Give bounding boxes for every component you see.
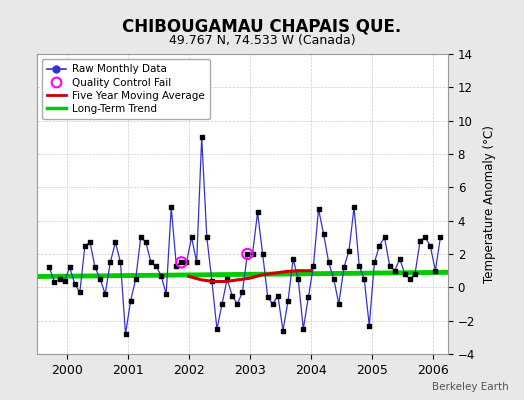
Point [81,242,89,249]
Point [299,326,308,332]
Point [284,298,292,304]
Point [406,276,414,282]
Point [345,248,353,254]
Point [198,134,206,140]
Point [243,251,252,257]
Point [213,326,221,332]
Point [162,291,170,297]
Point [238,289,246,296]
Point [411,271,419,277]
Point [147,259,155,266]
Point [416,238,424,244]
Point [172,262,181,269]
Point [243,251,252,257]
Point [386,262,394,269]
Point [380,234,389,240]
Point [208,278,216,284]
Point [390,268,399,274]
Point [137,234,145,240]
Point [116,259,125,266]
Point [203,234,211,240]
Point [228,292,236,299]
Point [86,239,94,246]
Point [314,206,323,212]
Point [258,251,267,257]
Point [304,294,312,300]
Point [218,301,226,307]
Point [335,301,343,307]
Point [75,289,84,296]
Point [370,259,379,266]
Point [340,264,348,270]
Point [157,272,165,279]
Point [396,256,404,262]
Point [91,264,99,270]
Point [223,276,231,282]
Point [279,328,287,334]
Point [152,262,160,269]
Y-axis label: Temperature Anomaly (°C): Temperature Anomaly (°C) [484,125,496,283]
Point [426,242,434,249]
Text: Berkeley Earth: Berkeley Earth [432,382,508,392]
Point [355,262,363,269]
Point [264,294,272,300]
Text: 49.767 N, 74.533 W (Canada): 49.767 N, 74.533 W (Canada) [169,34,355,47]
Point [375,242,384,249]
Point [141,239,150,246]
Point [431,268,440,274]
Point [294,276,302,282]
Point [330,276,338,282]
Point [182,259,191,266]
Legend: Raw Monthly Data, Quality Control Fail, Five Year Moving Average, Long-Term Tren: Raw Monthly Data, Quality Control Fail, … [42,59,210,119]
Point [436,234,444,240]
Point [192,259,201,266]
Point [106,259,114,266]
Point [360,276,368,282]
Point [274,292,282,299]
Point [254,209,262,216]
Point [269,301,277,307]
Point [421,234,429,240]
Point [233,301,242,307]
Point [248,251,257,257]
Point [320,231,328,237]
Point [96,276,104,282]
Point [289,256,297,262]
Point [101,291,110,297]
Point [66,264,74,270]
Text: CHIBOUGAMAU CHAPAIS QUE.: CHIBOUGAMAU CHAPAIS QUE. [123,18,401,36]
Point [188,234,196,240]
Point [56,276,64,282]
Point [324,259,333,266]
Point [309,262,318,269]
Point [177,259,185,266]
Point [365,322,374,329]
Point [71,281,79,287]
Point [45,264,53,270]
Point [122,331,130,337]
Point [177,259,185,266]
Point [126,298,135,304]
Point [111,239,119,246]
Point [132,276,140,282]
Point [401,271,409,277]
Point [50,279,59,286]
Point [60,278,69,284]
Point [350,204,358,210]
Point [167,204,176,210]
